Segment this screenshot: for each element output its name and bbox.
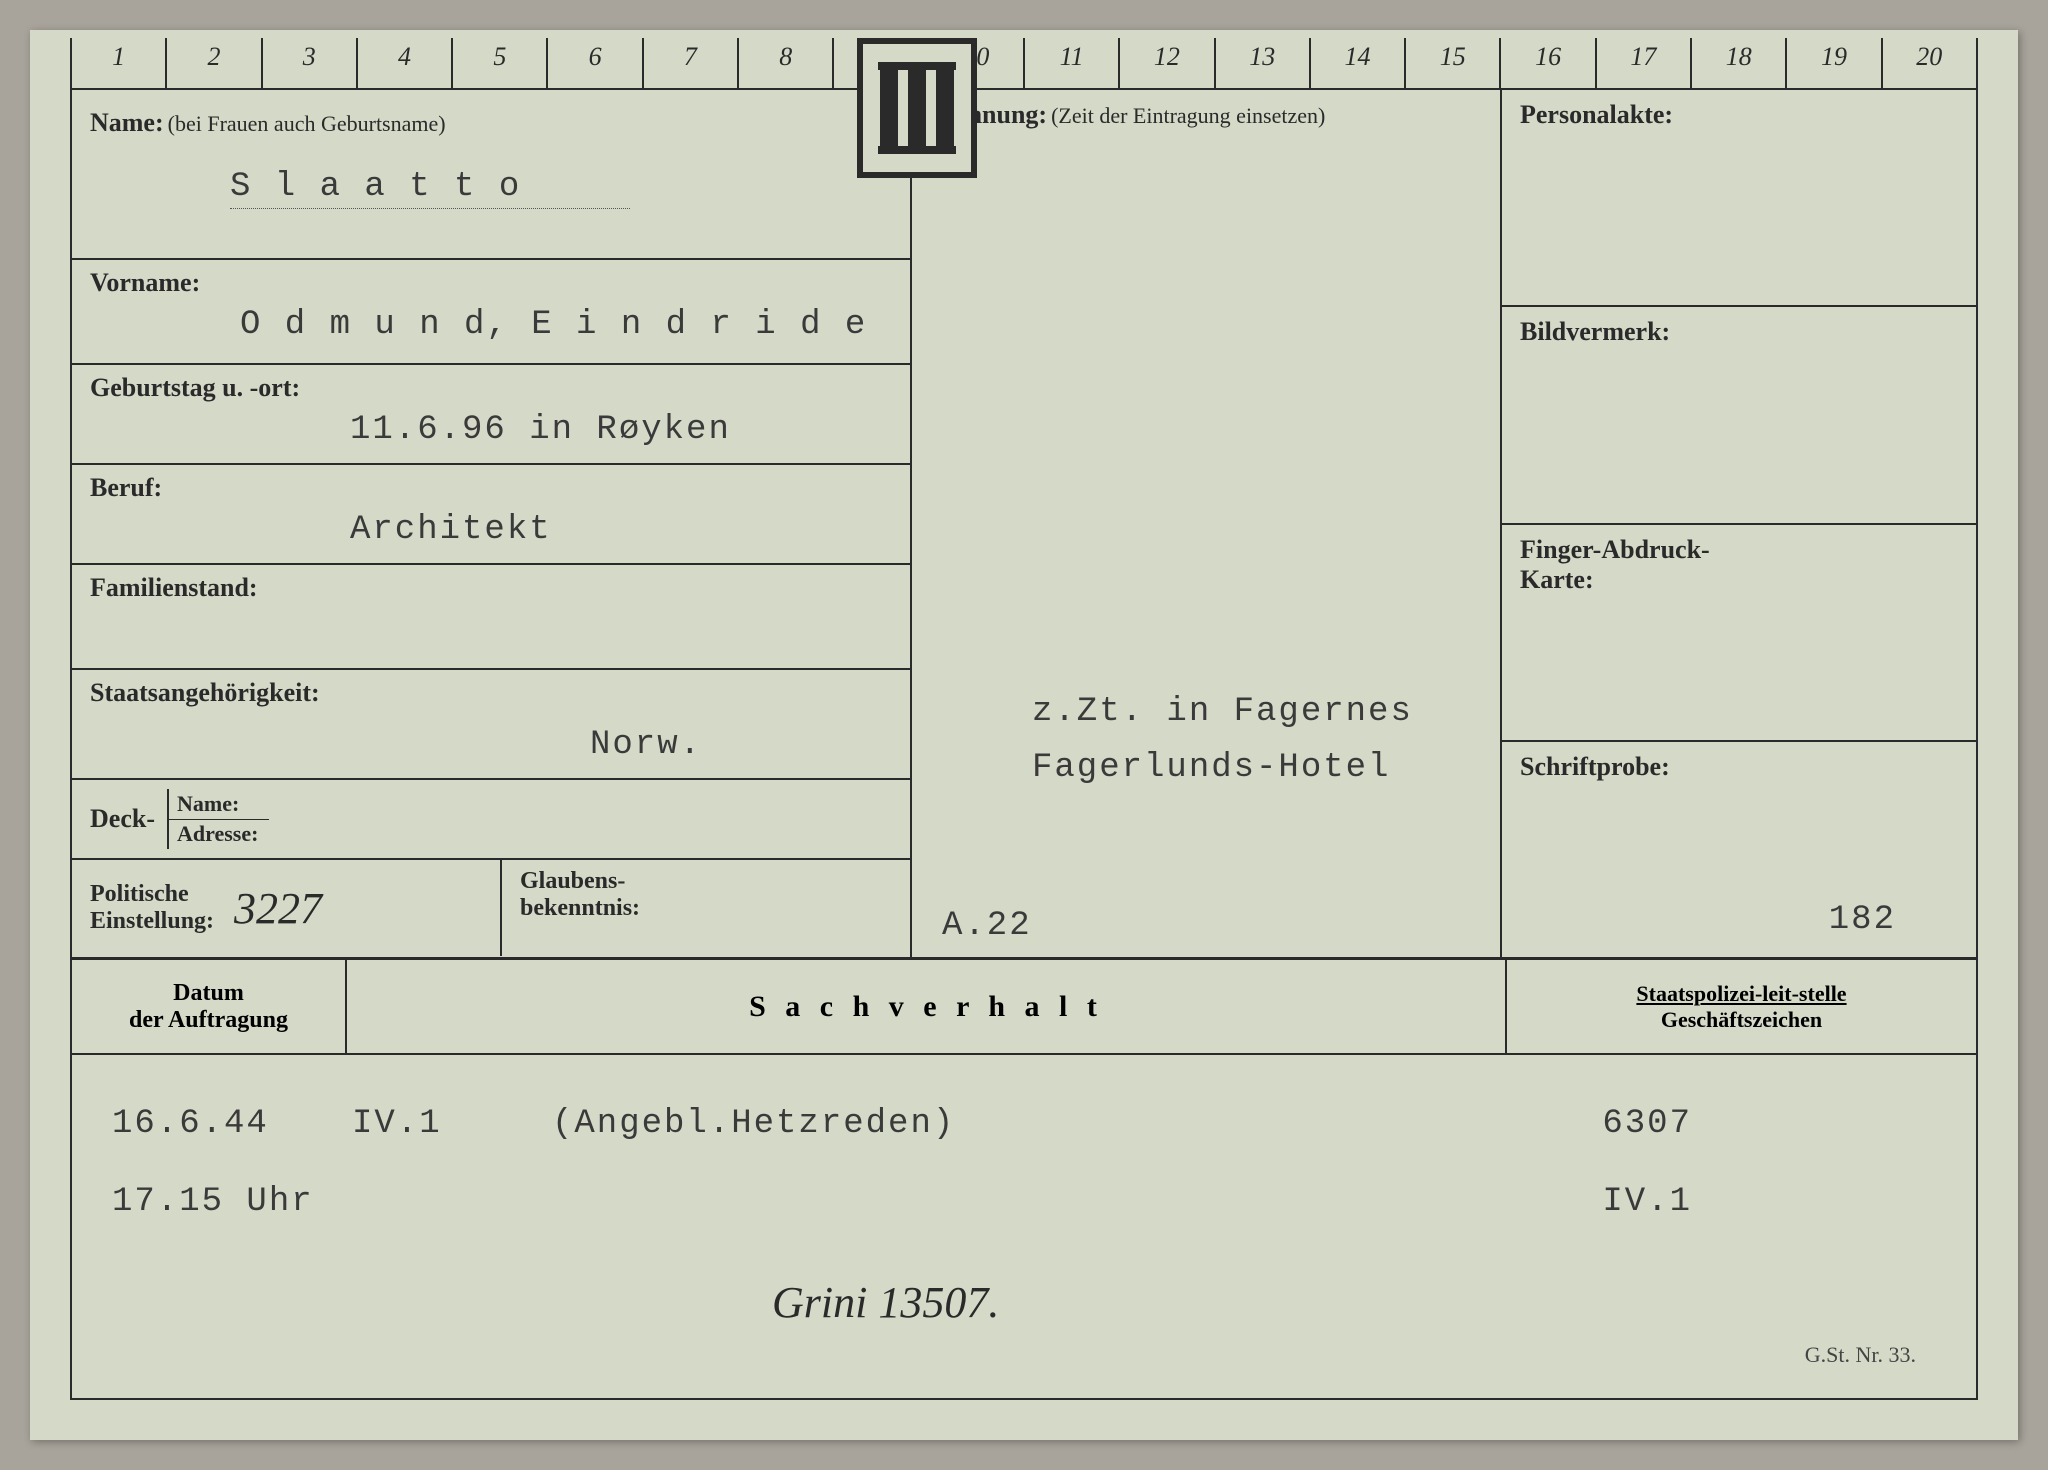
entry-ref: 6307 (1452, 1105, 1752, 1143)
vorname-value: O d m u n d, E i n d r i d e (240, 306, 892, 344)
geburtstag-label: Geburtstag u. -ort: (90, 373, 892, 403)
staatsangehoerigkeit-field: Staatsangehörigkeit: Norw. (72, 670, 910, 780)
glaubens-label2: bekenntnis: (520, 895, 892, 922)
ruler-tick: 12 (1120, 38, 1215, 88)
entry-date: 16.6.44 (112, 1105, 352, 1143)
ruler-tick: 16 (1501, 38, 1596, 88)
entry-code: IV.1 (352, 1105, 552, 1143)
beruf-value: Architekt (350, 511, 892, 549)
glaubens-label1: Glaubens- (520, 868, 892, 895)
ruler-tick: 3 (263, 38, 358, 88)
ruler-tick: 20 (1883, 38, 1978, 88)
politische-label1: Politische (90, 881, 214, 908)
ruler-tick: 14 (1311, 38, 1406, 88)
datum-label1: Datum (129, 980, 288, 1007)
ruler-tick: 4 (358, 38, 453, 88)
vorname-label: Vorname: (90, 268, 892, 298)
deck-field: Deck- Name: Adresse: (72, 780, 910, 860)
sachverhalt-header: S a c h v e r h a l t (347, 960, 1507, 1053)
staatspolizei-label2: Geschäftszeichen (1636, 1007, 1846, 1033)
form-number: G.St. Nr. 33. (1805, 1342, 1916, 1368)
fingerabdruck-label2: Karte: (1520, 565, 1958, 595)
wohnung-line1: z.Zt. in Fagernes (1032, 693, 1413, 731)
staatspolizei-header: Staatspolizei-leit-stelle Geschäftszeich… (1507, 960, 1976, 1053)
entry-row: 16.6.44 IV.1 (Angebl.Hetzreden) 6307 (112, 1105, 1936, 1143)
entry-date: 17.15 Uhr (112, 1183, 352, 1221)
schriftprobe-value: 182 (1829, 901, 1896, 939)
geburtstag-value: 11.6.96 in Røyken (350, 411, 892, 449)
personalakte-label: Personalakte: (1520, 100, 1958, 130)
ruler-tick: 18 (1692, 38, 1787, 88)
ruler-scale: 1 2 3 4 5 6 7 8 9 10 11 12 13 14 15 16 1… (70, 30, 1978, 90)
ruler-tick: 6 (548, 38, 643, 88)
name-label: Name: (90, 108, 164, 137)
beruf-field: Beruf: Architekt (72, 465, 910, 565)
ruler-tick: 8 (739, 38, 834, 88)
middle-column: Wohnung: (Zeit der Eintragung einsetzen)… (912, 90, 1502, 957)
politische-value: 3227 (234, 883, 322, 934)
ruler-tick: 15 (1406, 38, 1501, 88)
familienstand-label: Familienstand: (90, 573, 892, 603)
main-frame: Name: (bei Frauen auch Geburtsname) S l … (70, 90, 1978, 1400)
staatspolizei-label1: Staatspolizei-leit-stelle (1636, 981, 1846, 1007)
entries-body: 16.6.44 IV.1 (Angebl.Hetzreden) 6307 17.… (72, 1055, 1976, 1398)
upper-section: Name: (bei Frauen auch Geburtsname) S l … (72, 90, 1976, 960)
deck-name-label: Name: (177, 791, 258, 817)
bottom-left-row: Politische Einstellung: 3227 Glaubens- b… (72, 860, 910, 956)
datum-header: Datum der Auftragung (72, 960, 347, 1053)
politische-field: Politische Einstellung: 3227 (72, 860, 502, 956)
ruler-tick: 17 (1597, 38, 1692, 88)
left-column: Name: (bei Frauen auch Geburtsname) S l … (72, 90, 912, 957)
deck-label: Deck- (90, 804, 155, 834)
right-column: Personalakte: Bildvermerk: Finger-Abdruc… (1502, 90, 1976, 957)
name-value: S l a a t t o (230, 168, 630, 209)
bildvermerk-label: Bildvermerk: (1520, 317, 1958, 347)
ruler-tick: 2 (167, 38, 262, 88)
deck-adresse-label: Adresse: (177, 821, 258, 847)
politische-label2: Einstellung: (90, 908, 214, 935)
name-note: (bei Frauen auch Geburtsname) (168, 111, 446, 136)
schriftprobe-label: Schriftprobe: (1520, 752, 1958, 782)
glaubens-field: Glaubens- bekenntnis: (502, 860, 910, 956)
name-field: Name: (bei Frauen auch Geburtsname) S l … (72, 90, 910, 260)
ruler-tick: 13 (1216, 38, 1311, 88)
staats-label: Staatsangehörigkeit: (90, 678, 892, 708)
fingerabdruck-field: Finger-Abdruck- Karte: (1502, 525, 1976, 742)
vorname-field: Vorname: O d m u n d, E i n d r i d e (72, 260, 910, 365)
lower-header: Datum der Auftragung S a c h v e r h a l… (72, 960, 1976, 1055)
schriftprobe-field: Schriftprobe: 182 (1502, 742, 1976, 957)
wohnung-line2: Fagerlunds-Hotel (1032, 749, 1413, 787)
staats-value: Norw. (590, 726, 892, 764)
bildvermerk-field: Bildvermerk: (1502, 307, 1976, 524)
record-card: 1 2 3 4 5 6 7 8 9 10 11 12 13 14 15 16 1… (30, 30, 2018, 1440)
familienstand-field: Familienstand: (72, 565, 910, 670)
ruler-tick: 7 (644, 38, 739, 88)
ruler-tick: 11 (1025, 38, 1120, 88)
entry-ref: IV.1 (1452, 1183, 1752, 1221)
a22-value: A.22 (942, 907, 1032, 945)
ruler-tick: 1 (70, 38, 167, 88)
entry-desc: (Angebl.Hetzreden) (552, 1105, 1452, 1143)
wohnung-note: (Zeit der Eintragung einsetzen) (1051, 103, 1325, 128)
entry-desc (552, 1183, 1452, 1221)
personalakte-field: Personalakte: (1502, 90, 1976, 307)
ruler-tick: 5 (453, 38, 548, 88)
handwritten-note: Grini 13507. (772, 1277, 999, 1328)
entry-code (352, 1183, 552, 1221)
ruler-tick: 19 (1787, 38, 1882, 88)
geburtstag-field: Geburtstag u. -ort: 11.6.96 in Røyken (72, 365, 910, 465)
beruf-label: Beruf: (90, 473, 892, 503)
fingerabdruck-label1: Finger-Abdruck- (1520, 535, 1958, 565)
datum-label2: der Auftragung (129, 1007, 288, 1034)
roman-numeral-box (857, 38, 977, 178)
entry-row: 17.15 Uhr IV.1 (112, 1183, 1936, 1221)
